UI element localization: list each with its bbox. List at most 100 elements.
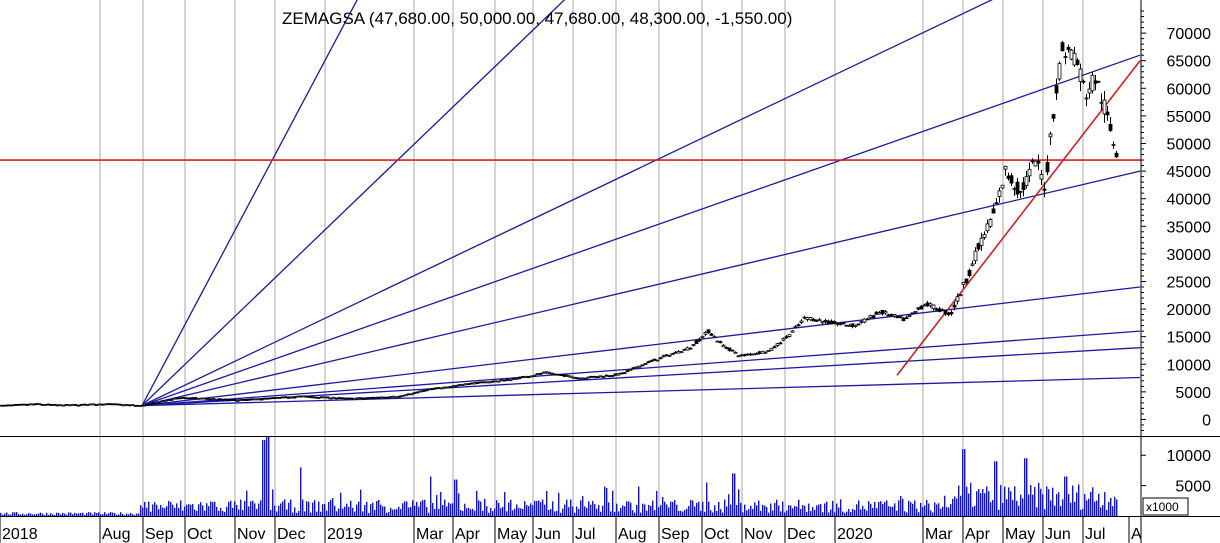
- volume-bar: [310, 512, 312, 516]
- volume-bar: [1038, 482, 1040, 516]
- volume-bar: [718, 501, 720, 516]
- price-candle: [223, 398, 228, 401]
- price-candle: [853, 324, 858, 327]
- volume-bar: [230, 500, 232, 516]
- volume-bar: [162, 507, 164, 516]
- price-candle: [586, 376, 591, 379]
- volume-bar: [800, 509, 802, 516]
- volume-bar: [710, 510, 712, 516]
- volume-bar: [1080, 509, 1082, 516]
- volume-bar: [996, 461, 998, 516]
- price-candle: [1084, 97, 1089, 100]
- volume-bar: [456, 479, 458, 516]
- volume-bar: [40, 512, 42, 516]
- price-candle: [556, 373, 561, 376]
- volume-bar: [658, 507, 660, 516]
- volume-bar: [428, 512, 430, 516]
- volume-bar: [998, 509, 1000, 516]
- price-candle: [1096, 80, 1101, 83]
- volume-bar: [1074, 501, 1076, 516]
- volume-bar: [798, 499, 800, 516]
- volume-bar: [962, 449, 964, 516]
- price-candle: [1051, 114, 1056, 119]
- price-tick-label: 40000: [1167, 192, 1212, 209]
- volume-bar: [538, 500, 540, 516]
- volume-bar: [370, 504, 372, 516]
- volume-bar: [84, 514, 86, 516]
- x-tick-label: Sep: [661, 526, 690, 543]
- volume-bar: [498, 502, 500, 516]
- volume-bar: [100, 514, 102, 516]
- price-candle: [688, 347, 693, 350]
- volume-bar: [646, 510, 648, 516]
- x-tick-label: A: [1131, 526, 1142, 543]
- support-trendline: [896, 60, 1141, 376]
- price-candle: [733, 351, 738, 354]
- price-candle: [1102, 99, 1107, 115]
- price-candle: [892, 314, 897, 317]
- volume-bar: [332, 497, 334, 516]
- volume-bar: [976, 491, 978, 516]
- price-candle: [385, 396, 390, 399]
- volume-bar: [614, 511, 616, 516]
- volume-bar: [98, 512, 100, 516]
- x-tick-label: Nov: [237, 526, 265, 543]
- volume-bar: [1016, 500, 1018, 516]
- price-candle: [202, 397, 207, 400]
- volume-bar: [636, 504, 638, 516]
- volume-bar: [758, 500, 760, 516]
- volume-bar: [4, 513, 6, 516]
- volume-bar: [488, 512, 490, 516]
- volume-bar: [860, 509, 862, 516]
- price-candle: [814, 319, 819, 322]
- price-candle: [49, 404, 54, 406]
- gann-fan: [141, 0, 1141, 407]
- volume-bar: [138, 513, 140, 516]
- price-candle: [898, 316, 903, 318]
- volume-bar: [194, 509, 196, 516]
- volume-bar: [440, 492, 442, 516]
- volume-bar: [704, 511, 706, 516]
- price-candle: [481, 381, 486, 384]
- volume-bar: [50, 513, 52, 516]
- volume-bar: [122, 513, 124, 516]
- price-candle: [430, 388, 435, 391]
- volume-bar: [178, 507, 180, 516]
- volume-bar: [516, 504, 518, 516]
- volume-bar: [188, 504, 190, 516]
- volume-bar: [898, 500, 900, 516]
- price-candle: [94, 404, 99, 406]
- volume-bar: [406, 501, 408, 516]
- trendline: [896, 60, 1141, 376]
- price-candle: [148, 403, 153, 405]
- price-candle: [715, 340, 720, 343]
- volume-bar: [476, 490, 478, 516]
- volume-bar: [466, 508, 468, 516]
- volume-bar: [280, 503, 282, 516]
- volume-bar: [980, 493, 982, 516]
- price-candle: [379, 396, 384, 399]
- volume-bar: [554, 511, 556, 516]
- volume-bar: [968, 493, 970, 516]
- price-candle: [973, 250, 978, 261]
- price-candle: [604, 374, 609, 377]
- price-candle: [535, 373, 540, 375]
- volume-bar: [126, 513, 128, 516]
- volume-bar: [1114, 496, 1116, 516]
- volume-bar: [1002, 503, 1004, 516]
- volume-bar: [264, 440, 266, 516]
- price-candle: [88, 403, 93, 406]
- volume-bar: [696, 502, 698, 516]
- volume-bar: [562, 508, 564, 516]
- volume-panel: [0, 437, 1118, 516]
- price-candle: [790, 330, 795, 333]
- volume-bar: [484, 498, 486, 516]
- volume-bar: [180, 500, 182, 516]
- volume-bar: [190, 504, 192, 516]
- price-candle: [589, 375, 594, 378]
- volume-bar: [322, 504, 324, 516]
- price-candle: [340, 397, 345, 400]
- volume-bar: [1058, 492, 1060, 516]
- price-candle: [136, 404, 141, 407]
- price-candle: [664, 354, 669, 357]
